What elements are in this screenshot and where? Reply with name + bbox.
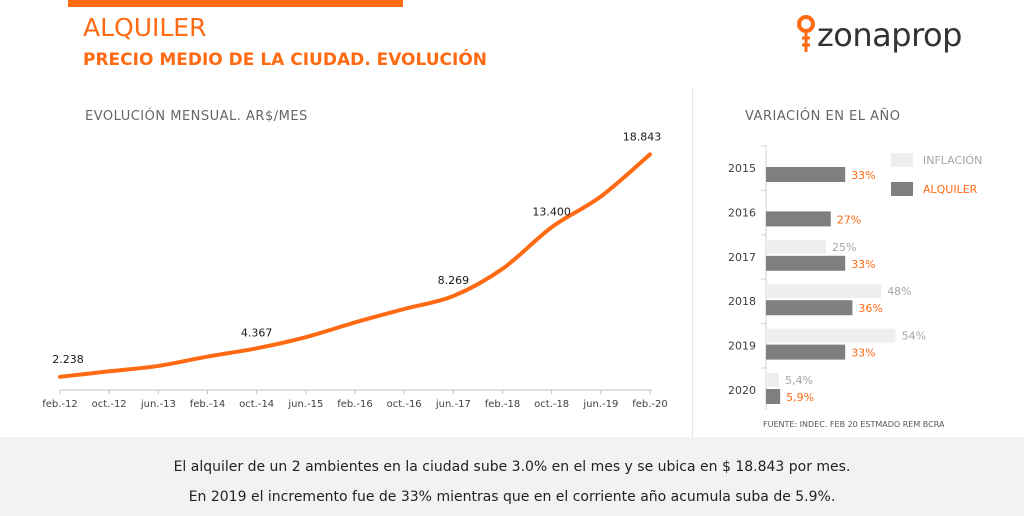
category-label: 2017 <box>728 251 756 264</box>
legend-swatch-rent <box>891 182 913 196</box>
data-label: 18.843 <box>623 130 662 143</box>
rent-bar <box>766 211 831 227</box>
bar-chart-title: VARIACIÓN EN EL AÑO <box>745 109 901 124</box>
x-tick-label: feb.-18 <box>485 399 521 410</box>
x-tick-label: jun.-17 <box>435 399 471 410</box>
x-tick-label: oct.-12 <box>92 399 127 410</box>
x-tick-label: oct.-16 <box>387 399 422 410</box>
rent-value-label: 5,9% <box>786 391 814 404</box>
category-label: 2020 <box>728 384 756 397</box>
rent-value-label: 27% <box>837 213 861 226</box>
rent-value-label: 33% <box>851 169 875 182</box>
rent-bar <box>766 255 846 271</box>
data-label: 13.400 <box>532 205 571 218</box>
data-label: 2.238 <box>52 353 84 366</box>
rent-price-line <box>58 152 652 379</box>
rent-evolution-line-chart: feb.-12 oct.-12 jun.-13 feb.-14 oct.-14 jun.-… <box>42 130 668 410</box>
zonaprop-logo: zonaprop <box>795 12 995 60</box>
category-label: 2018 <box>728 295 756 308</box>
legend-label-rent: ALQUILER <box>923 183 978 196</box>
inflation-bar <box>766 284 882 299</box>
inflation-value-label: 54% <box>902 330 926 343</box>
rent-value-label: 33% <box>851 258 875 271</box>
yearly-variation-bar-chart: 2015 33% 2016 27% 2017 25% 33% 2018 48% 36% 2019 54… <box>728 145 982 410</box>
line-chart-title: EVOLUCIÓN MENSUAL. AR$/MES <box>85 109 308 124</box>
rent-bar <box>766 389 781 404</box>
rent-value-label: 33% <box>851 347 875 360</box>
inflation-bar <box>766 328 896 343</box>
rent-bar <box>766 167 846 182</box>
inflation-value-label: 5,4% <box>785 374 813 387</box>
logo-text: zonaprop <box>817 16 962 54</box>
inflation-value-label: 48% <box>887 285 911 298</box>
rent-bar <box>766 300 853 316</box>
legend-label-inflation: INFLACIÓN <box>923 154 982 167</box>
source-note: FUENTE: INDEC. FEB 20 ESTMADO REM BCRA <box>763 420 945 429</box>
section-divider <box>692 88 693 458</box>
page-subtitle: PRECIO MEDIO DE LA CIUDAD. EVOLUCIÓN <box>83 50 488 70</box>
x-tick-label: feb.-12 <box>42 399 78 410</box>
x-tick-label: jun.-13 <box>140 399 176 410</box>
category-label: 2015 <box>728 162 756 175</box>
footer-panel: El alquiler de un 2 ambientes en la ciud… <box>0 437 1024 516</box>
x-tick-label: oct.-18 <box>534 399 569 410</box>
legend-swatch-inflation <box>891 153 913 167</box>
category-label: 2016 <box>728 206 756 219</box>
data-label: 4.367 <box>241 326 273 339</box>
x-tick-label: feb.-14 <box>190 399 226 410</box>
inflation-value-label: 25% <box>832 241 856 254</box>
inflation-bar <box>766 373 779 387</box>
rent-value-label: 36% <box>858 302 882 315</box>
x-tick-label: feb.-20 <box>632 399 668 410</box>
x-tick-label: feb.-16 <box>337 399 373 410</box>
footer-line-2: En 2019 el incremento fue de 33% mientra… <box>188 489 836 505</box>
x-tick-label: oct.-14 <box>239 399 274 410</box>
page-title: ALQUILER <box>83 13 207 42</box>
location-pin-key-icon <box>797 15 815 52</box>
inflation-bar <box>766 239 826 254</box>
x-tick-label: jun.-19 <box>582 399 618 410</box>
x-tick-label: jun.-15 <box>287 399 323 410</box>
footer-line-1: El alquiler de un 2 ambientes en la ciud… <box>173 459 851 475</box>
rent-bar <box>766 344 846 360</box>
data-label: 8.269 <box>438 274 470 287</box>
category-label: 2019 <box>728 340 756 353</box>
top-accent-bar <box>68 0 403 7</box>
